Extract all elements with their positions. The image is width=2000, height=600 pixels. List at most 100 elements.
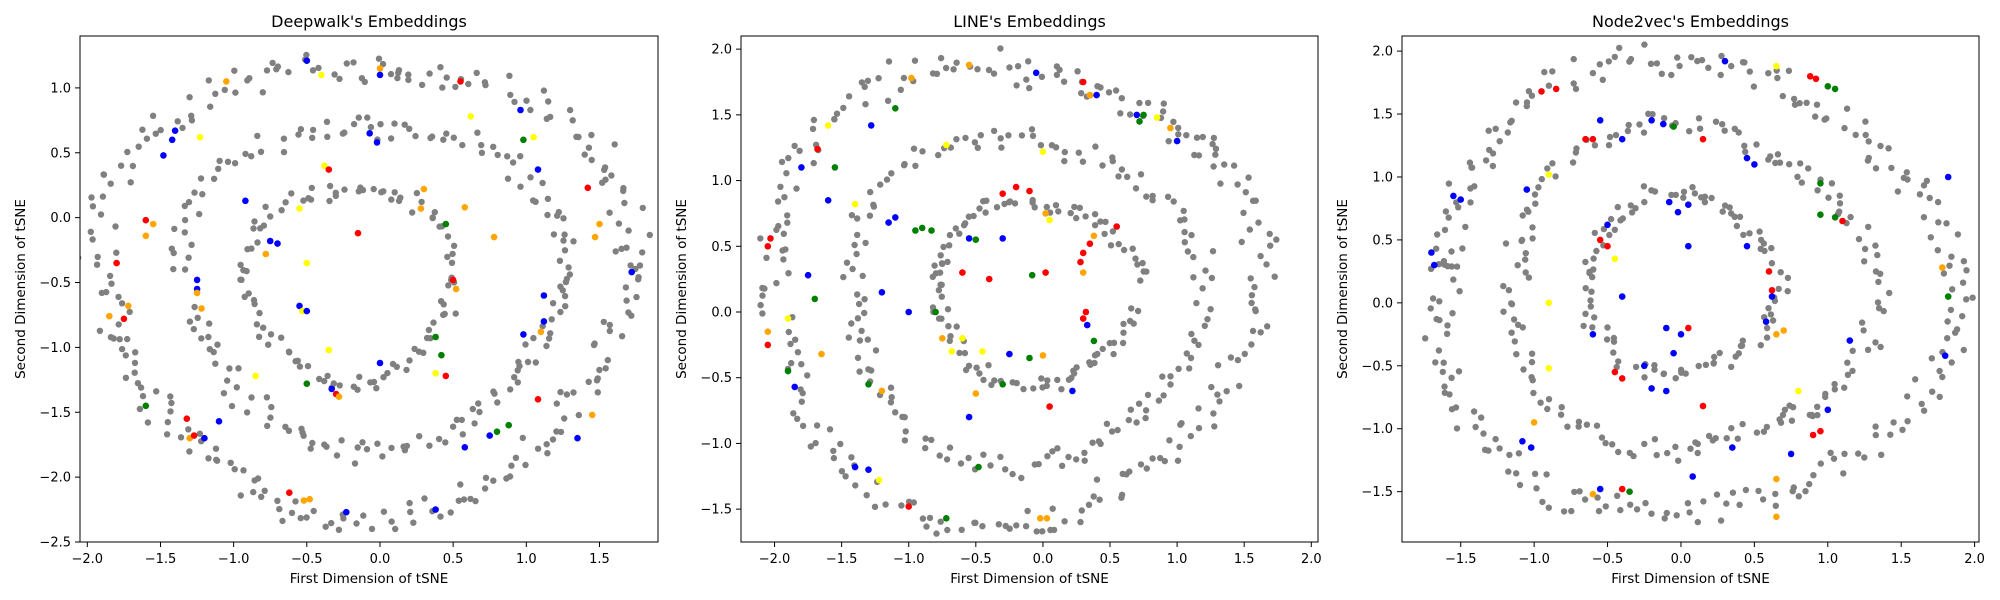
- data-point: [952, 225, 959, 232]
- data-point: [1587, 303, 1595, 310]
- data-point: [1170, 118, 1177, 126]
- data-point: [259, 89, 266, 96]
- data-point: [936, 269, 944, 276]
- data-point: [1831, 386, 1839, 393]
- data-point: [1923, 177, 1931, 184]
- data-point-orange: [818, 350, 825, 358]
- data-point: [96, 327, 104, 334]
- data-point-blue: [878, 289, 886, 296]
- data-point: [1212, 151, 1219, 158]
- data-point: [307, 445, 314, 452]
- data-point: [1058, 462, 1066, 469]
- data-point: [557, 428, 565, 436]
- data-point: [1648, 187, 1655, 194]
- data-point-green: [1626, 488, 1633, 496]
- data-point: [539, 179, 546, 187]
- data-point: [965, 454, 972, 462]
- data-point: [295, 131, 302, 138]
- data-point-green: [1136, 118, 1143, 125]
- data-point: [1675, 457, 1682, 464]
- data-point: [1137, 461, 1145, 468]
- data-point-blue: [303, 57, 311, 64]
- y-tick-label: −1.0: [1361, 422, 1393, 437]
- data-point: [1582, 310, 1589, 317]
- data-point: [1701, 193, 1709, 200]
- data-point: [1459, 245, 1466, 252]
- data-point: [783, 170, 790, 177]
- data-point: [1533, 485, 1540, 492]
- data-point: [882, 501, 889, 508]
- data-point: [1741, 142, 1748, 149]
- data-point: [263, 394, 271, 401]
- data-point: [1963, 296, 1970, 303]
- data-point: [1177, 217, 1184, 224]
- data-point: [358, 75, 366, 82]
- data-point-red: [1026, 187, 1033, 195]
- data-point: [1672, 443, 1679, 450]
- data-point: [267, 414, 274, 421]
- chart-title: Node2vec's Embeddings: [1592, 12, 1789, 31]
- data-point: [1549, 160, 1556, 167]
- data-point: [1531, 470, 1539, 477]
- y-tick-label: −1.0: [700, 437, 732, 452]
- data-point: [1061, 518, 1068, 525]
- data-point: [1580, 322, 1587, 330]
- data-point: [1134, 307, 1142, 315]
- data-point: [1053, 63, 1061, 70]
- data-point: [1190, 274, 1197, 281]
- data-point: [596, 366, 603, 374]
- data-point: [759, 292, 766, 299]
- labeled-points: [106, 57, 635, 516]
- plot-frame: [1401, 35, 1980, 543]
- data-point: [1600, 225, 1608, 233]
- y-tick-label: 0.5: [711, 240, 732, 255]
- data-point: [1013, 82, 1020, 89]
- data-point: [1760, 428, 1768, 435]
- data-point: [1166, 437, 1173, 444]
- data-point: [1721, 127, 1728, 134]
- data-point: [308, 184, 315, 192]
- data-point: [1860, 327, 1867, 334]
- data-point: [1445, 214, 1452, 221]
- data-point: [490, 388, 497, 395]
- data-point: [791, 142, 798, 150]
- data-point: [394, 74, 401, 82]
- data-point: [1858, 319, 1866, 326]
- data-point: [1187, 354, 1195, 362]
- data-point: [1221, 161, 1228, 168]
- data-point-orange: [223, 78, 230, 85]
- data-point: [1918, 400, 1925, 408]
- data-point: [1432, 359, 1439, 366]
- data-point: [1049, 505, 1056, 512]
- data-point: [1844, 371, 1852, 378]
- data-point: [853, 250, 860, 258]
- data-point: [840, 104, 847, 112]
- data-point: [970, 212, 977, 220]
- data-point-blue: [540, 292, 548, 299]
- data-point: [1953, 326, 1961, 333]
- data-point: [1448, 248, 1455, 255]
- data-point-red: [584, 184, 592, 192]
- data-point: [1862, 118, 1869, 125]
- data-point: [785, 328, 792, 336]
- data-point: [1736, 501, 1743, 508]
- data-point: [1765, 70, 1772, 77]
- data-point: [1193, 299, 1200, 307]
- data-point: [784, 212, 791, 219]
- data-point-red: [1113, 223, 1120, 230]
- data-point: [1734, 435, 1742, 442]
- data-point: [863, 492, 870, 499]
- data-point: [1786, 161, 1793, 168]
- data-point-green: [142, 402, 150, 410]
- data-point: [388, 518, 395, 525]
- data-point: [280, 148, 288, 156]
- data-point: [813, 422, 821, 429]
- data-point: [1159, 108, 1167, 115]
- data-point-red: [767, 235, 774, 242]
- data-point: [785, 270, 792, 277]
- data-point-yellow: [1795, 387, 1802, 395]
- data-point: [1038, 73, 1046, 81]
- data-point-orange: [1086, 91, 1094, 99]
- data-point: [136, 405, 144, 413]
- data-point: [1755, 487, 1762, 495]
